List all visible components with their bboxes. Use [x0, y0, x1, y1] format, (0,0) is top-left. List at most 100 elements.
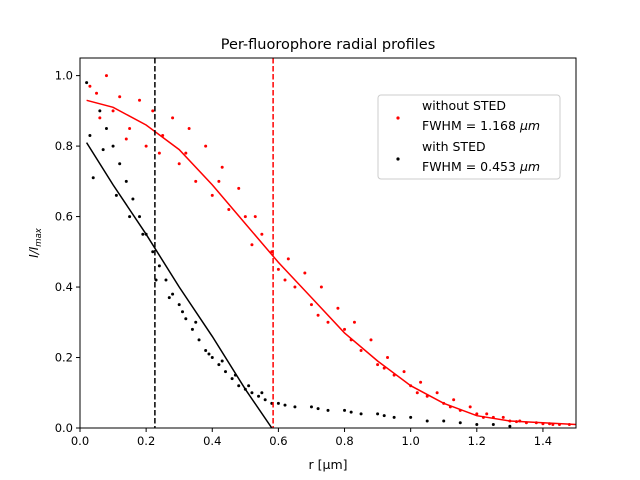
point-with-sted-54	[220, 359, 224, 363]
point-with-sted-11	[157, 264, 161, 268]
legend-marker-without-sted	[396, 116, 400, 120]
point-without-sted-69	[415, 391, 419, 395]
point-with-sted-10	[151, 250, 155, 254]
point-without-sted-32	[352, 320, 356, 324]
point-with-sted-48	[141, 232, 145, 236]
point-with-sted-19	[210, 356, 214, 360]
point-without-sted-38	[402, 370, 406, 374]
point-without-sted-12	[187, 126, 191, 130]
x-tick-label-5: 1.0	[402, 434, 420, 448]
series-without-sted	[86, 74, 576, 426]
point-with-sted-21	[223, 370, 227, 374]
point-with-sted-33	[343, 408, 347, 412]
point-without-sted-46	[468, 405, 472, 409]
point-with-sted-31	[309, 405, 313, 409]
point-with-sted-50	[167, 296, 171, 300]
point-without-sted-48	[485, 412, 489, 416]
point-without-sted-61	[157, 151, 161, 155]
point-with-sted-36	[392, 415, 396, 419]
point-with-sted-3	[104, 126, 108, 130]
point-without-sted-35	[376, 363, 380, 367]
point-without-sted-29	[326, 320, 330, 324]
point-with-sted-16	[190, 327, 194, 331]
point-without-sted-62	[184, 151, 188, 155]
legend-fwhm-value-without-sted: FWHM = 1.168	[422, 118, 516, 133]
point-with-sted-47	[128, 215, 132, 219]
legend-label-without-sted: without STED	[422, 98, 506, 113]
point-without-sted-50	[501, 415, 505, 419]
point-with-sted-2	[98, 109, 102, 113]
fwhm-lines	[154, 58, 274, 428]
point-with-sted-37	[409, 415, 413, 419]
point-without-sted-10	[171, 116, 175, 120]
point-with-sted-0	[85, 81, 89, 85]
point-without-sted-19	[243, 215, 247, 219]
point-without-sted-40	[419, 380, 423, 384]
point-without-sted-17	[227, 208, 231, 212]
point-with-sted-18	[204, 348, 208, 352]
point-with-sted-43	[508, 424, 512, 428]
point-with-sted-4	[111, 144, 115, 148]
point-with-sted-58	[283, 403, 287, 407]
point-without-sted-59	[98, 116, 102, 120]
legend-marker-with-sted	[396, 157, 400, 161]
y-axis-ticks: 0.0 0.2 0.4 0.6 0.8 1.0	[55, 69, 80, 435]
point-without-sted-63	[217, 179, 221, 183]
point-with-sted-46	[114, 193, 118, 197]
point-with-sted-22	[230, 377, 234, 381]
legend-label-with-sted: with STED	[422, 139, 486, 154]
x-axis-label: r [μm]	[309, 457, 348, 472]
y-tick-label-3: 0.6	[55, 210, 73, 224]
point-without-sted-66	[316, 313, 320, 317]
x-tick-label-7: 1.4	[534, 434, 552, 448]
point-with-sted-32	[326, 408, 330, 412]
point-with-sted-56	[247, 384, 251, 388]
point-without-sted-20	[253, 215, 257, 219]
point-with-sted-51	[181, 310, 185, 314]
point-without-sted-24	[286, 257, 290, 261]
y-tick-label-5: 1.0	[55, 69, 73, 83]
point-without-sted-34	[369, 338, 373, 342]
legend-fwhm-without-sted: FWHM = 1.168 μm	[422, 118, 540, 133]
fit-line-with-sted	[85, 142, 273, 428]
point-without-sted-15	[210, 193, 214, 197]
point-without-sted-11	[177, 162, 181, 166]
point-without-sted-18	[237, 186, 241, 190]
point-with-sted-14	[177, 303, 181, 307]
x-tick-label-0: 0.0	[71, 434, 89, 448]
point-with-sted-34	[359, 412, 363, 416]
point-with-sted-42	[491, 422, 495, 426]
y-tick-label-0: 0.0	[55, 421, 73, 435]
legend-fwhm-unit-without-sted: μm	[519, 118, 540, 133]
y-tick-label-1: 0.2	[55, 351, 73, 365]
point-without-sted-7	[144, 144, 148, 148]
fit-line-without-sted	[86, 99, 576, 426]
point-without-sted-5	[128, 126, 132, 130]
plot-frame	[79, 57, 577, 429]
point-without-sted-13	[194, 179, 198, 183]
point-with-sted-15	[184, 317, 188, 321]
point-without-sted-26	[303, 271, 307, 275]
point-with-sted-29	[276, 401, 280, 405]
point-without-sted-28	[319, 285, 323, 289]
point-with-sted-20	[217, 363, 221, 367]
point-without-sted-44	[452, 398, 456, 402]
point-without-sted-16	[220, 165, 224, 169]
point-with-sted-5	[118, 162, 122, 166]
x-axis-ticks: 0.0 0.2 0.4 0.6 0.8 1.0 1.2 1.4	[71, 428, 552, 448]
point-without-sted-42	[435, 391, 439, 395]
point-with-sted-57	[260, 391, 264, 395]
point-with-sted-38	[425, 419, 429, 423]
point-without-sted-25	[293, 285, 297, 289]
chart-title: Per-fluorophore radial profiles	[221, 37, 436, 53]
point-with-sted-60	[349, 410, 353, 414]
point-with-sted-41	[475, 422, 479, 426]
y-axis-label-main: I/I	[27, 246, 41, 258]
y-tick-label-2: 0.4	[55, 280, 73, 294]
point-without-sted-14	[204, 144, 208, 148]
point-without-sted-21	[260, 232, 264, 236]
legend-fwhm-with-sted: FWHM = 0.453 μm	[422, 159, 540, 174]
x-tick-label-6: 1.2	[468, 434, 486, 448]
y-tick-label-4: 0.8	[55, 139, 73, 153]
